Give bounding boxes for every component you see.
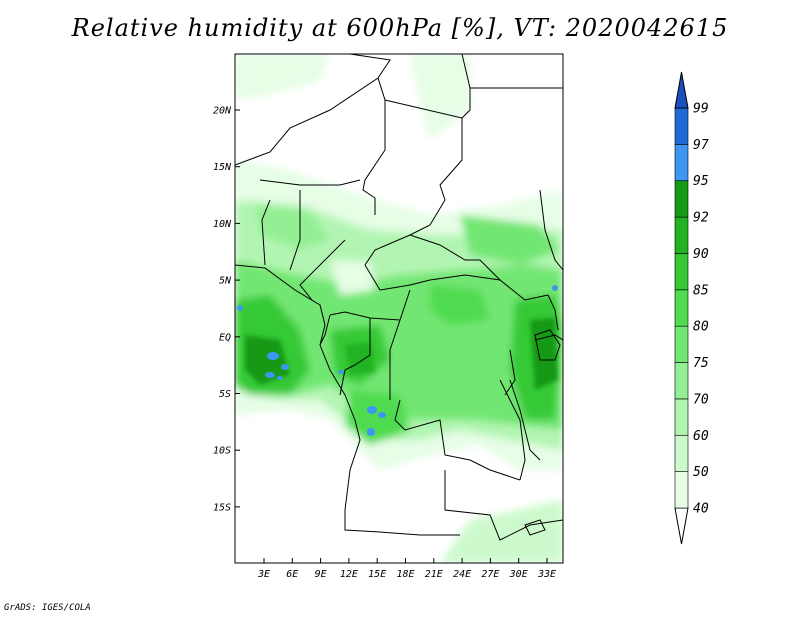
lat-tick-label: 15N <box>213 162 232 173</box>
lat-tick-label: 5N <box>219 276 232 287</box>
colorbar-segment <box>674 216 689 254</box>
colorbar-level-label: 40 <box>693 502 709 517</box>
humidity-southeast-strip <box>440 500 563 563</box>
humidity-north-strip <box>235 54 330 100</box>
colorbar-segment <box>674 107 689 145</box>
lat-tick-label: 15S <box>213 502 231 513</box>
lat-tick-label: EQ <box>219 332 231 343</box>
lon-tick-label: 6E <box>286 569 298 580</box>
colorbar: 40 50 60 70 75 80 85 90 92 95 97 99 <box>674 71 709 545</box>
colorbar-level-label: 70 <box>693 392 709 407</box>
lat-tick-label: 5S <box>219 389 231 400</box>
colorbar-segment <box>674 144 689 182</box>
colorbar-level-label: 92 <box>693 211 709 226</box>
lon-tick-label: 27E <box>481 569 499 580</box>
lon-tick-label: 15E <box>368 569 386 580</box>
map-title: Relative humidity at 600hPa [%], VT: 202… <box>71 14 729 42</box>
humidity-95-97-specks <box>237 285 558 436</box>
colorbar-level-label: 75 <box>693 356 709 371</box>
plot-frame <box>234 53 564 564</box>
humidity-northeast-strip <box>410 54 470 140</box>
colorbar-level-label: 80 <box>693 320 709 335</box>
colorbar-segment <box>674 289 689 327</box>
humidity-northern-cloud <box>255 205 330 250</box>
lat-tick-label: 10N <box>213 219 232 230</box>
colorbar-segment <box>674 253 689 291</box>
lon-tick-label: 12E <box>340 569 358 580</box>
lon-tick-label: 3E <box>257 569 270 580</box>
humidity-85-92-center <box>430 285 490 325</box>
colorbar-level-label: 97 <box>693 138 709 153</box>
humidity-ne-cloud <box>460 215 560 265</box>
colorbar-segment <box>674 471 689 509</box>
colorbar-over-triangle <box>674 71 689 109</box>
humidity-85-92-angola <box>345 390 410 445</box>
colorbar-under-triangle <box>674 507 689 545</box>
lon-tick-label: 18E <box>396 569 414 580</box>
lat-tick-label: 20N <box>213 106 232 117</box>
colorbar-segment <box>674 325 689 363</box>
colorbar-level-label: 99 <box>693 102 709 117</box>
lon-tick-label: 33E <box>537 569 556 580</box>
longitude-axis: 3E 6E 9E 12E 15E 18E 21E 24E 27E 30E 33E <box>257 558 556 580</box>
humidity-dry-patch-center <box>330 260 375 295</box>
lon-tick-label: 24E <box>453 569 471 580</box>
humidity-92-95-west <box>245 335 290 385</box>
colorbar-level-label: 60 <box>693 429 709 444</box>
colorbar-level-label: 85 <box>693 283 709 298</box>
lon-tick-label: 9E <box>315 569 327 580</box>
colorbar-level-label: 95 <box>693 174 709 189</box>
colorbar-segment <box>674 180 689 218</box>
lon-tick-label: 30E <box>509 569 528 580</box>
colorbar-segment <box>674 362 689 400</box>
colorbar-segment <box>674 398 689 436</box>
colorbar-level-label: 50 <box>693 465 709 480</box>
colorbar-segment <box>674 434 689 472</box>
lat-tick-label: 10S <box>213 446 231 457</box>
humidity-dry-patch-south <box>370 455 500 530</box>
grads-credit: GrADS: IGES/COLA <box>4 603 91 613</box>
latitude-axis: 20N 15N 10N 5N EQ 5S 10S 15S <box>213 106 240 513</box>
lon-tick-label: 21E <box>425 569 443 580</box>
humidity-dry-patch-north <box>270 90 420 190</box>
country-borders <box>235 54 563 541</box>
colorbar-level-label: 90 <box>693 247 709 262</box>
humidity-field <box>235 54 563 563</box>
